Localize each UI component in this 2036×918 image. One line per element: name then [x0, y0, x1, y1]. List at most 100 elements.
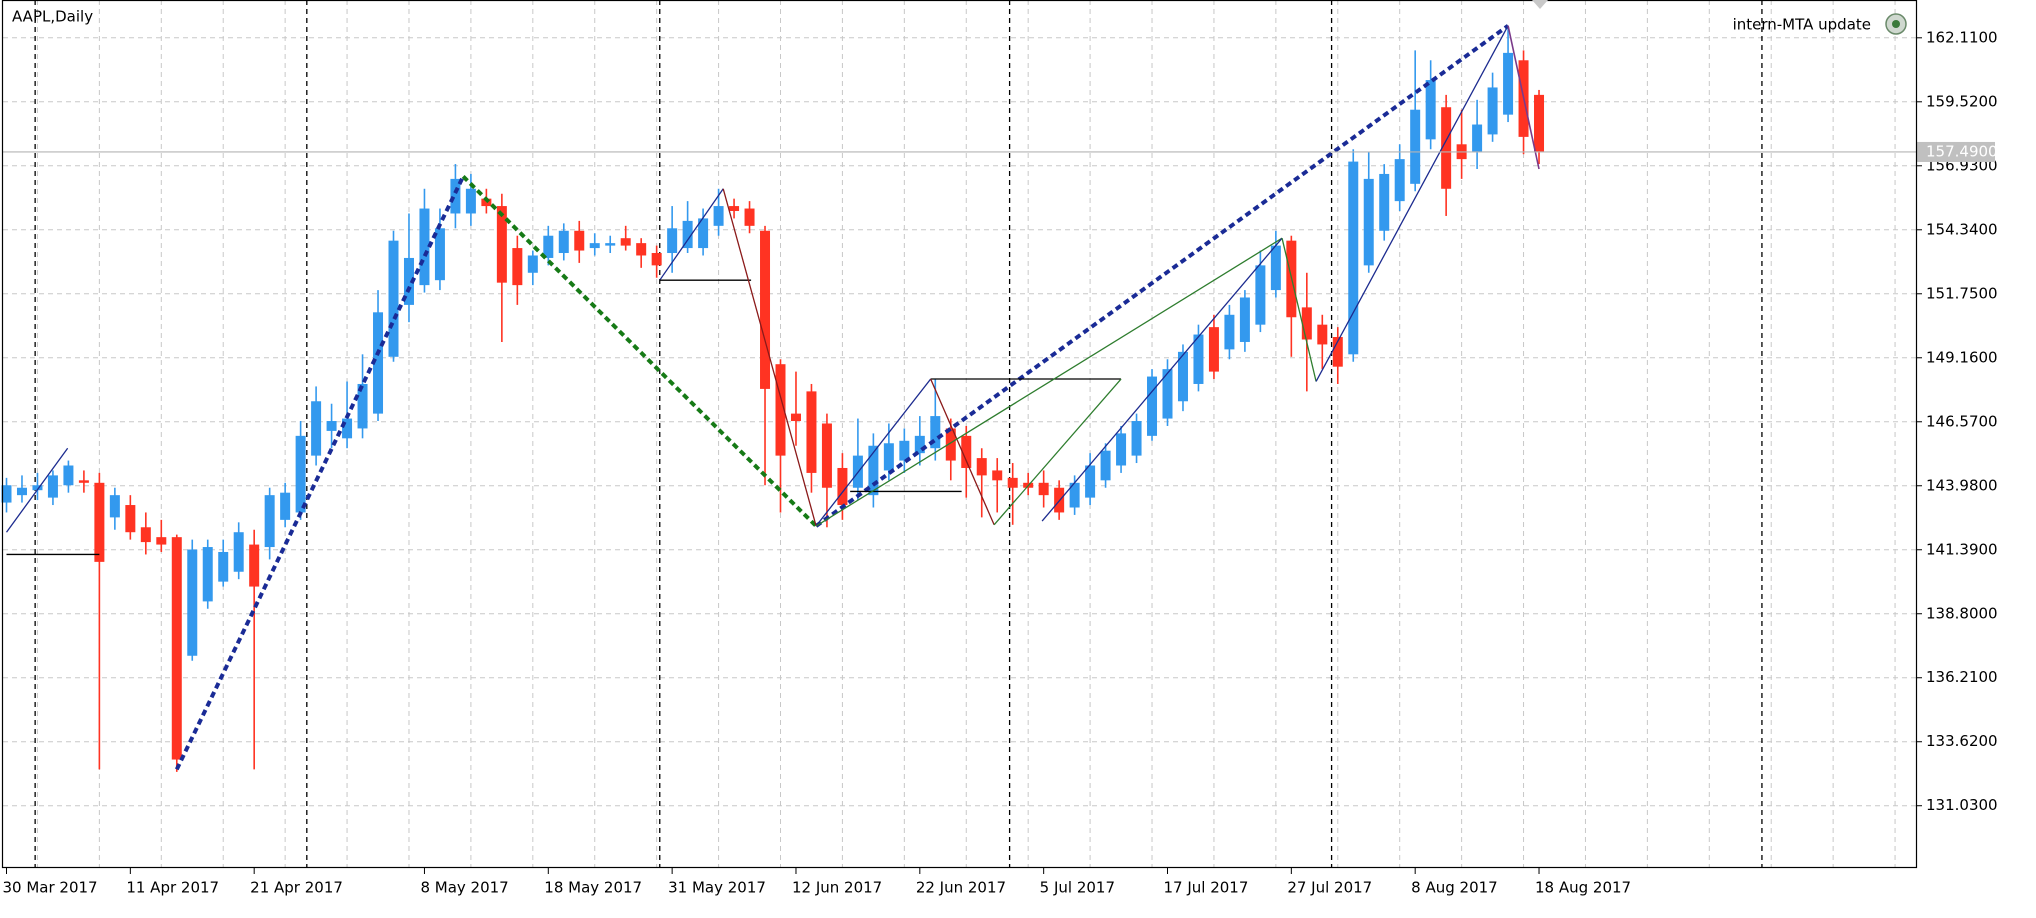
candle-body — [806, 391, 817, 473]
y-tick-label: 131.0300 — [1926, 796, 1998, 814]
zigzag-line — [1281, 238, 1317, 382]
candle-body — [481, 198, 492, 207]
y-tick-label: 154.3400 — [1926, 220, 1998, 238]
candle-body — [249, 544, 260, 587]
candle-body — [63, 465, 74, 486]
candle-body — [992, 470, 1003, 481]
candle-body — [1116, 433, 1127, 466]
candle-body — [357, 383, 368, 429]
x-tick-label: 11 Apr 2017 — [126, 879, 219, 897]
y-tick-label: 136.2100 — [1926, 668, 1998, 686]
zigzag-line — [722, 188, 817, 527]
zigzag-line — [1041, 237, 1283, 522]
y-tick-label: 146.5700 — [1926, 412, 1998, 430]
plot-frame — [1, 0, 1918, 869]
candle-body — [558, 230, 569, 254]
candle-body — [109, 495, 120, 518]
y-tick-label: 149.1600 — [1926, 348, 1998, 366]
x-tick-label: 8 Aug 2017 — [1411, 879, 1498, 897]
candle-body — [156, 537, 167, 545]
y-tick-label: 138.8000 — [1926, 604, 1998, 622]
candle-body — [1487, 87, 1498, 135]
candle-body — [388, 240, 399, 357]
candle-body — [465, 188, 476, 214]
candle-body — [295, 435, 306, 513]
x-tick-label: 18 Aug 2017 — [1535, 879, 1631, 897]
candle-body — [1239, 297, 1250, 342]
candle-body — [171, 537, 182, 760]
candle-body — [47, 475, 58, 498]
candle-body — [326, 421, 337, 431]
x-tick-label: 30 Mar 2017 — [3, 879, 98, 897]
candle-body — [450, 178, 461, 214]
period-separators — [34, 0, 1763, 868]
last-price-tag — [1917, 141, 1995, 162]
candle-body — [233, 532, 244, 572]
candle-body — [1208, 327, 1219, 372]
candle-body — [976, 458, 987, 476]
zigzag-line — [815, 378, 932, 527]
zigzag-line — [1507, 25, 1540, 170]
candle-body — [1503, 52, 1514, 115]
candle-body — [636, 243, 647, 256]
candle-body — [16, 487, 27, 496]
candle-body — [1038, 482, 1049, 496]
candle-body — [605, 243, 616, 246]
candle-body — [94, 482, 105, 562]
icon-dot — [1892, 20, 1900, 28]
candle-body — [883, 443, 894, 471]
candle-body — [311, 401, 322, 456]
candle-body — [651, 253, 662, 266]
candle-body — [775, 364, 786, 456]
zigzag-line — [930, 378, 995, 526]
y-tick-label: 133.6200 — [1926, 732, 1998, 750]
zigzag-line — [814, 24, 1510, 528]
candle-body — [140, 527, 151, 543]
x-tick-label: 5 Jul 2017 — [1040, 879, 1115, 897]
candle-body — [1472, 124, 1483, 152]
candles-layer — [1, 25, 1545, 772]
x-tick-label: 8 May 2017 — [420, 879, 508, 897]
y-tick-label: 159.5200 — [1926, 92, 1998, 110]
x-tick-label: 21 Apr 2017 — [250, 879, 343, 897]
candle-body — [202, 547, 213, 602]
candle-body — [280, 492, 291, 520]
candle-body — [1255, 265, 1266, 325]
candle-body — [419, 208, 430, 286]
x-tick-label: 31 May 2017 — [668, 879, 766, 897]
candle-body — [667, 228, 678, 254]
candle-body — [78, 480, 89, 483]
indicator-icon — [1885, 13, 1907, 35]
candle-body — [1534, 94, 1545, 152]
candle-body — [1193, 334, 1204, 384]
axes-layer: 162.1100159.5200156.9300154.3400151.7500… — [3, 28, 1998, 896]
candle-body — [868, 445, 879, 496]
shift-marker — [1532, 0, 1548, 9]
candle-body — [914, 435, 925, 454]
candle-body — [125, 505, 136, 533]
candle-body — [713, 206, 724, 226]
candle-body — [1317, 324, 1328, 345]
indicator-label: intern-MTA update — [1733, 16, 1871, 34]
candle-body — [1410, 109, 1421, 184]
grid-layer — [3, 0, 1916, 868]
candle-body — [1224, 314, 1235, 350]
candle-body — [930, 416, 941, 449]
candle-body — [760, 230, 771, 389]
candle-body — [1301, 307, 1312, 340]
candle-body — [1, 485, 12, 503]
candle-body — [1147, 376, 1158, 436]
candle-body — [1100, 450, 1111, 481]
candle-body — [543, 235, 554, 258]
candle-body — [1363, 178, 1374, 266]
candle-body — [744, 208, 755, 226]
candle-body — [403, 257, 414, 305]
candle-body — [821, 423, 832, 488]
candle-body — [1162, 369, 1173, 419]
candle-body — [945, 428, 956, 461]
candle-body — [1348, 161, 1359, 355]
y-tick-label: 141.3900 — [1926, 540, 1998, 558]
candle-body — [682, 220, 693, 249]
